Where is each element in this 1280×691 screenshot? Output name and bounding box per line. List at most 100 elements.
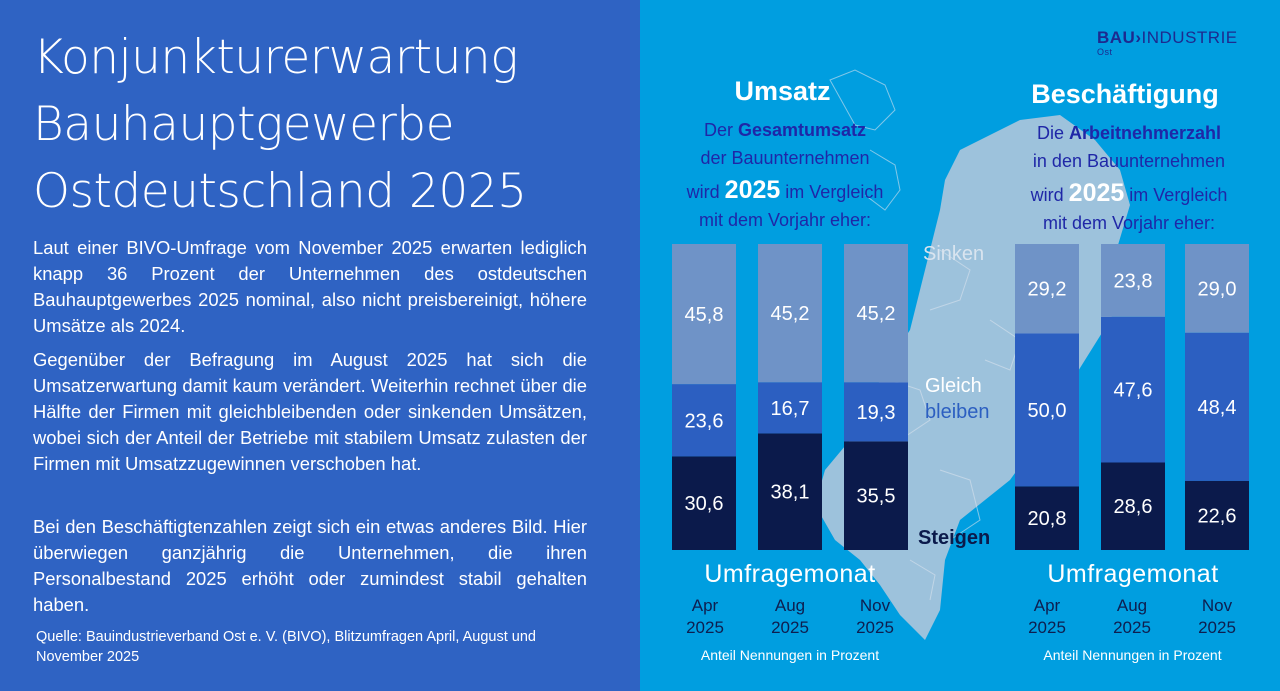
beschaeftigung-bar-nov-sinken — [1185, 244, 1249, 333]
umsatz-label-apr-sinken: 45,8 — [685, 304, 724, 326]
beschaeftigung-chart-title: Beschäftigung — [1031, 79, 1219, 109]
page-title: Konjunkturerwartung Bauhauptgewerbe Ostd… — [33, 24, 527, 225]
month-label: Aug — [774, 596, 806, 615]
label-gleich-bleiben: Gleich bleiben — [925, 373, 990, 425]
month-label: Nov — [859, 596, 891, 615]
beschaeftigung-bar-apr-sinken — [1015, 244, 1079, 334]
umsatz-label-aug-gleich-bleiben: 16,7 — [771, 398, 810, 420]
beschaeftigung-bar-aug-gleich-bleiben — [1101, 316, 1165, 463]
beschaeftigung-label-apr-gleich-bleiben: 50,0 — [1028, 400, 1067, 422]
umsatz-label-nov-sinken: 45,2 — [857, 303, 896, 325]
besch-desc-3-post: im Vergleich — [1124, 185, 1228, 205]
umsatz-label-aug-steigen: 38,1 — [771, 482, 810, 504]
title-line-1: Konjunkturerwartung — [33, 30, 518, 85]
beschaeftigung-label-apr-steigen: 20,8 — [1028, 508, 1067, 530]
month-label: Apr — [691, 596, 719, 615]
umsatz-desc-line-2: der Bauunternehmen — [700, 148, 870, 168]
besch-unit-note: Anteil Nennungen in Prozent — [1043, 647, 1222, 663]
umsatz-chart-title: Umsatz — [734, 76, 831, 106]
umsatz-bar-nov-steigen — [844, 441, 908, 550]
umsatz-desc-3-pre: wird — [686, 182, 725, 202]
umsatz-bar-nov-sinken — [844, 244, 908, 383]
title-line-3: Ostdeutschland 2025 — [33, 164, 527, 219]
paragraph-1: Laut einer BIVO-Umfrage vom November 202… — [33, 237, 587, 336]
label-sinken: Sinken — [923, 243, 985, 265]
besch-month-apr: Apr 2025 — [1007, 595, 1087, 639]
year-label: 2025 — [686, 618, 724, 637]
besch-desc-line-1: Die Arbeitnehmerzahl — [998, 119, 1260, 147]
besch-desc-line-4: mit dem Vorjahr eher: — [1042, 213, 1216, 233]
besch-desc-3-pre: wird — [1030, 185, 1069, 205]
umsatz-desc-3-post: im Vergleich — [780, 182, 884, 202]
paragraph-3: Bei den Beschäftigtenzahlen zeigt sich e… — [33, 516, 587, 615]
besch-desc-3-year: 2025 — [1068, 179, 1125, 207]
beschaeftigung-label-nov-steigen: 22,6 — [1198, 505, 1237, 527]
umsatz-desc-1-bold: Gesamtumsatz — [737, 120, 867, 140]
year-label: 2025 — [1028, 618, 1066, 637]
besch-month-aug: Aug 2025 — [1092, 595, 1172, 639]
umsatz-xaxis-title: Umfragemonat — [704, 560, 876, 588]
umsatz-label-aug-sinken: 45,2 — [771, 303, 810, 325]
umsatz-bar-aug-steigen — [758, 433, 822, 550]
umsatz-bar-aug-gleich-bleiben — [758, 382, 822, 434]
beschaeftigung-bar-apr-gleich-bleiben — [1015, 333, 1079, 487]
umsatz-desc-line-1: Der Gesamtumsatz — [654, 116, 916, 144]
beschaeftigung-bar-aug-sinken — [1101, 244, 1165, 317]
label-steigen: Steigen — [918, 527, 991, 549]
umsatz-desc-line-4: mit dem Vorjahr eher: — [698, 210, 872, 230]
beschaeftigung-bar-nov-steigen — [1185, 480, 1249, 550]
umsatz-label-apr-gleich-bleiben: 23,6 — [685, 410, 724, 432]
beschaeftigung-label-aug-gleich-bleiben: 47,6 — [1114, 380, 1153, 402]
beschaeftigung-label-nov-gleich-bleiben: 48,4 — [1198, 397, 1237, 419]
info-panel: Konjunkturerwartung Bauhauptgewerbe Ostd… — [0, 0, 640, 691]
besch-xaxis-title: Umfragemonat — [1047, 560, 1219, 588]
besch-desc-line-3: wird 2025 im Vergleich — [998, 179, 1260, 209]
umsatz-bar-aug-sinken — [758, 244, 822, 383]
bauindustrie-logo: BAU›INDUSTRIE Ost — [1097, 28, 1238, 57]
umsatz-month-aug: Aug 2025 — [750, 595, 830, 639]
beschaeftigung-bar-apr-steigen — [1015, 486, 1079, 550]
logo-bau: BAU — [1097, 28, 1136, 47]
umsatz-description: Der Gesamtumsatz der Bauunternehmen wird… — [654, 116, 916, 234]
year-label: 2025 — [856, 618, 894, 637]
umsatz-label-nov-gleich-bleiben: 19,3 — [857, 402, 896, 424]
besch-desc-1-pre: Die — [1036, 123, 1069, 143]
umsatz-desc-3-year: 2025 — [724, 176, 781, 204]
stacked-bar-charts: 30,6 23,6 45,8 38,1 16,7 45,2 35,5 19,3 45,2 20,8… — [672, 244, 1249, 550]
besch-desc-line-2: in den Bauunternehmen — [1032, 151, 1226, 171]
month-label: Apr — [1033, 596, 1061, 615]
chart-panel: BAU›INDUSTRIE Ost Umsatz Der Gesamtumsat… — [640, 0, 1280, 691]
logo-industrie: INDUSTRIE — [1141, 28, 1238, 47]
beschaeftigung-bar-nov-gleich-bleiben — [1185, 332, 1249, 481]
umsatz-bar-apr-steigen — [672, 456, 736, 550]
label-gleich: Gleich — [925, 375, 982, 397]
umsatz-unit-note: Anteil Nennungen in Prozent — [700, 647, 880, 663]
umsatz-bar-nov-gleich-bleiben — [844, 382, 908, 442]
title-line-2: Bauhauptgewerbe — [33, 97, 455, 152]
year-label: 2025 — [1198, 618, 1236, 637]
month-label: Nov — [1201, 596, 1233, 615]
beschaeftigung-description: Die Arbeitnehmerzahl in den Bauunternehm… — [998, 119, 1260, 237]
umsatz-bar-apr-sinken — [672, 244, 736, 385]
umsatz-desc-line-3: wird 2025 im Vergleich — [654, 176, 916, 206]
umsatz-month-apr: Apr 2025 — [665, 595, 745, 639]
beschaeftigung-label-aug-steigen: 28,6 — [1114, 496, 1153, 518]
year-label: 2025 — [1113, 618, 1151, 637]
logo-chevron-icon: › — [1135, 28, 1142, 47]
umsatz-bar-apr-gleich-bleiben — [672, 384, 736, 457]
umsatz-label-nov-steigen: 35,5 — [857, 486, 896, 508]
besch-desc-1-bold: Arbeitnehmerzahl — [1068, 123, 1222, 143]
year-label: 2025 — [771, 618, 809, 637]
label-bleiben: bleiben — [925, 401, 990, 423]
beschaeftigung-label-apr-sinken: 29,2 — [1028, 279, 1067, 301]
umsatz-desc-1-pre: Der — [703, 120, 738, 140]
beschaeftigung-label-aug-sinken: 23,8 — [1114, 270, 1153, 292]
paragraph-2: Gegenüber der Befragung im August 2025 h… — [33, 349, 587, 474]
besch-month-nov: Nov 2025 — [1177, 595, 1257, 639]
logo-ost: Ost — [1097, 47, 1113, 57]
umsatz-month-nov: Nov 2025 — [835, 595, 915, 639]
beschaeftigung-label-nov-sinken: 29,0 — [1198, 278, 1237, 300]
beschaeftigung-bar-aug-steigen — [1101, 462, 1165, 550]
umsatz-label-apr-steigen: 30,6 — [685, 493, 724, 515]
source-note: Quelle: Bauindustrieverband Ost e. V. (B… — [36, 629, 536, 665]
